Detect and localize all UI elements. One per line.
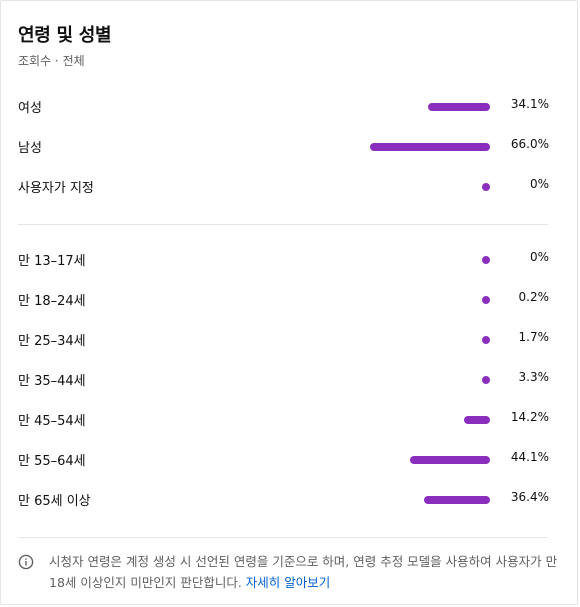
info-icon — [18, 554, 34, 570]
row-label: 만 25–34세 — [18, 334, 86, 349]
row-value: 66.0% — [510, 137, 549, 151]
section-divider — [18, 224, 548, 225]
demographic-row: 만 25–34세 1.7% — [18, 328, 549, 352]
row-value: 44.1% — [510, 450, 549, 464]
demographic-row: 만 45–54세 14.2% — [18, 408, 549, 432]
info-description: 시청자 연령은 계정 생성 시 선언된 연령을 기준으로 하며, 연령 추정 모… — [49, 554, 558, 590]
demographic-row: 만 35–44세 3.3% — [18, 368, 549, 392]
row-label: 사용자가 지정 — [18, 181, 94, 196]
demographic-row: 만 65세 이상 36.4% — [18, 488, 549, 512]
row-value: 1.7% — [518, 330, 550, 344]
demographic-row: 여성 34.1% — [18, 95, 549, 119]
row-label: 만 55–64세 — [18, 454, 86, 469]
learn-more-link[interactable]: 자세히 알아보기 — [245, 575, 331, 590]
row-label: 만 45–54세 — [18, 414, 86, 429]
demographic-row: 만 13–17세 0% — [18, 248, 549, 272]
percentage-bar — [482, 296, 490, 304]
row-label: 만 13–17세 — [18, 254, 86, 269]
demographic-row: 사용자가 지정 0% — [18, 175, 549, 199]
panel-title: 연령 및 성별 — [18, 25, 112, 46]
demographic-row: 만 55–64세 44.1% — [18, 448, 549, 472]
row-value: 0% — [529, 250, 549, 264]
panel-subtitle: 조회수 · 전체 — [18, 54, 85, 68]
percentage-bar — [482, 256, 490, 264]
row-value: 0.2% — [518, 290, 550, 304]
row-label: 만 65세 이상 — [18, 494, 91, 509]
row-value: 36.4% — [510, 490, 549, 504]
info-text: 시청자 연령은 계정 생성 시 선언된 연령을 기준으로 하며, 연령 추정 모… — [49, 551, 559, 593]
percentage-bar — [409, 456, 490, 464]
row-label: 여성 — [18, 101, 42, 116]
percentage-bar — [370, 143, 490, 151]
demographic-row: 만 18–24세 0.2% — [18, 288, 549, 312]
demographic-row: 남성 66.0% — [18, 135, 549, 159]
percentage-bar — [464, 416, 490, 424]
footer-divider — [18, 537, 548, 538]
row-value: 14.2% — [510, 410, 549, 424]
percentage-bar — [423, 496, 490, 504]
row-value: 3.3% — [518, 370, 550, 384]
row-value: 0% — [529, 177, 549, 191]
row-label: 남성 — [18, 141, 42, 156]
row-label: 만 18–24세 — [18, 294, 86, 309]
percentage-bar — [428, 103, 490, 111]
row-value: 34.1% — [510, 97, 549, 111]
percentage-bar — [482, 376, 490, 384]
percentage-bar — [482, 183, 490, 191]
percentage-bar — [482, 336, 490, 344]
row-label: 만 35–44세 — [18, 374, 86, 389]
